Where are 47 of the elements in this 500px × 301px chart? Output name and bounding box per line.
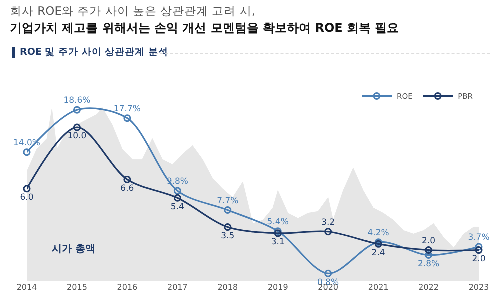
data-label: 5.4 xyxy=(170,202,184,212)
data-label: 6.6 xyxy=(120,184,134,194)
point xyxy=(124,176,132,184)
point xyxy=(73,124,81,132)
point xyxy=(224,206,232,214)
data-label: 2.4 xyxy=(372,248,386,258)
point xyxy=(425,252,433,260)
data-label: 2.8% xyxy=(418,259,440,270)
x-tick-label: 2019 xyxy=(268,283,288,292)
point xyxy=(73,106,81,114)
data-label: 5.4% xyxy=(267,218,289,228)
series-label: 시가 총액 xyxy=(52,244,96,255)
x-tick-label: 2015 xyxy=(67,283,88,292)
x-tick-label: 2017 xyxy=(167,283,188,292)
data-label: 3.7% xyxy=(468,233,490,244)
data-label: 7.7% xyxy=(217,196,239,206)
x-tick-label: 2022 xyxy=(418,283,439,292)
data-label: 3.1 xyxy=(271,238,285,248)
data-label: 17.7% xyxy=(114,104,141,114)
point xyxy=(425,246,433,254)
x-tick-label: 2016 xyxy=(117,283,138,292)
x-tick-label: 2018 xyxy=(218,283,238,292)
data-label: 3.5 xyxy=(221,231,235,242)
point xyxy=(475,246,483,254)
data-label: 10.0 xyxy=(68,132,87,142)
chart-title: 회사 ROE와 주가 사이 높은 상관관계 고려 시, xyxy=(10,4,256,19)
point xyxy=(174,187,182,195)
data-label: 2.0 xyxy=(472,254,486,264)
point xyxy=(23,148,31,156)
point xyxy=(324,228,332,236)
x-tick-label: 2020 xyxy=(318,283,339,292)
point xyxy=(475,243,483,251)
point xyxy=(174,194,182,202)
data-label: 4.2% xyxy=(368,228,390,239)
data-label: 3.2 xyxy=(322,218,336,228)
x-tick-label: 2014 xyxy=(16,283,38,292)
chart-subtitle: 기업가치 제고를 위해서는 손익 개선 모멘텀을 확보하여 ROE 회복 필요 xyxy=(10,20,400,37)
point xyxy=(324,270,332,278)
data-label: 18.6% xyxy=(64,96,91,106)
data-label: 2.0 xyxy=(422,236,436,246)
point xyxy=(224,224,232,232)
point xyxy=(124,114,132,122)
x-tick-label: 2021 xyxy=(368,283,389,292)
x-tick-label: 2023 xyxy=(468,283,490,292)
text: ROE 및 주가 사이 상관관계 분석 xyxy=(20,46,168,59)
point xyxy=(23,185,31,193)
data-label: 6.0 xyxy=(20,193,34,204)
